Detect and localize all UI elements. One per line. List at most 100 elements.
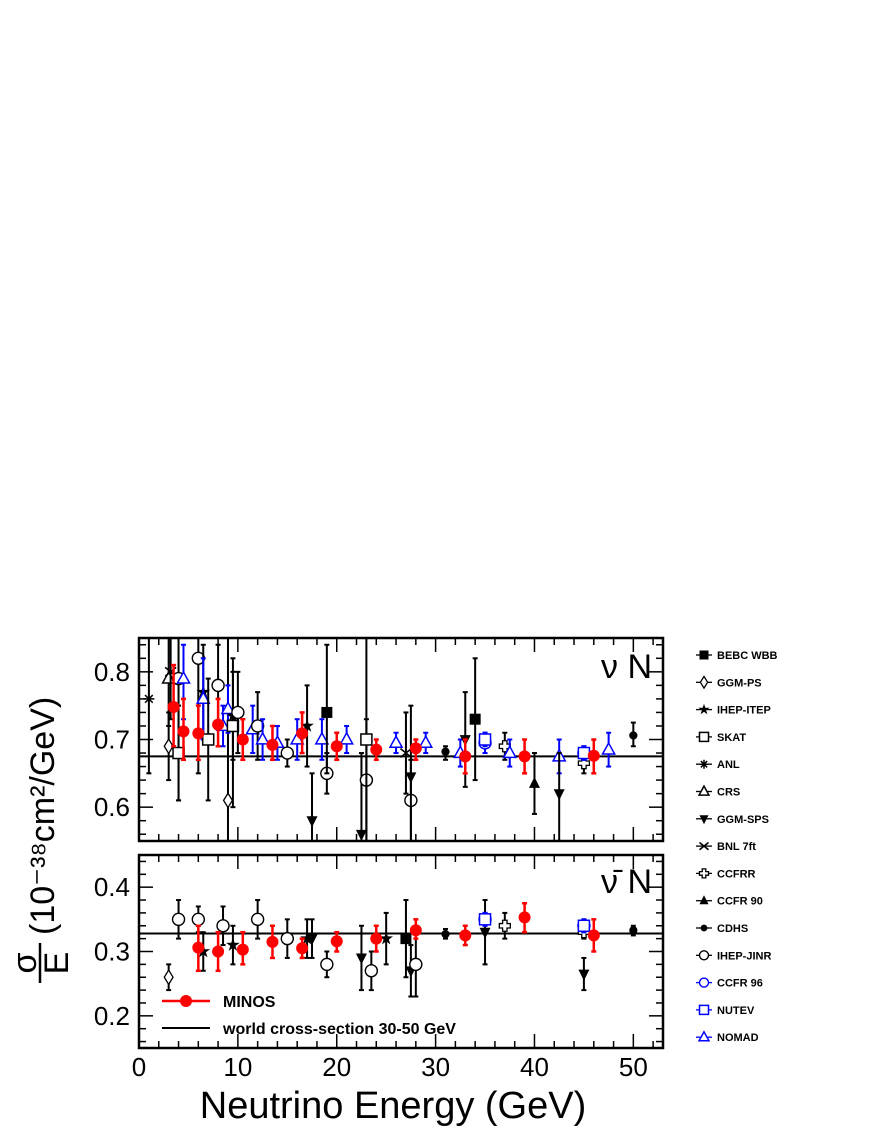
marker: [518, 750, 531, 763]
point-nomad: [502, 738, 518, 768]
marker: [211, 678, 225, 693]
legend-label: CCFRR: [717, 868, 756, 880]
point-minos: [266, 724, 279, 762]
point-nomad: [418, 731, 434, 755]
point-nomad: [314, 718, 330, 761]
point-minos: [266, 924, 279, 960]
point-bnl-7ft: [399, 711, 412, 795]
legend-label: NOMAD: [717, 1032, 759, 1044]
marker: [296, 727, 309, 740]
legend-marker: [700, 924, 708, 932]
point-bebc-wbb: [469, 657, 481, 782]
marker: [330, 935, 343, 948]
marker: [441, 930, 450, 939]
point-nomad: [255, 718, 270, 761]
marker: [163, 968, 174, 986]
marker: [321, 706, 333, 718]
marker: [418, 734, 434, 749]
marker: [195, 690, 211, 705]
legend-label: CCFR 90: [717, 896, 763, 908]
legend-marker: [698, 868, 710, 879]
marker: [266, 738, 279, 751]
marker: [409, 742, 422, 755]
point-ihep-jinr: [364, 950, 379, 992]
marker: [192, 941, 205, 954]
marker: [300, 718, 314, 732]
nubar-panel: 0.2 0.3 0.4 ν̄ N MINOS world cross-section…: [94, 853, 665, 1050]
point-minos: [212, 697, 225, 748]
marker: [528, 776, 540, 788]
point-cdhs: [629, 924, 638, 937]
marker: [388, 734, 404, 749]
point-minos: [409, 918, 422, 940]
marker: [212, 718, 225, 731]
point-skat: [172, 704, 185, 802]
marker: [370, 743, 383, 756]
point-anl: [143, 638, 155, 775]
point-ihep-jinr: [250, 899, 265, 940]
point-cdhs: [441, 927, 450, 940]
legend-entry-ihep-jinr: IHEP-JINR: [696, 950, 771, 962]
marker: [161, 670, 176, 684]
marker: [577, 757, 591, 770]
marker: [360, 733, 373, 746]
legend-label: NUTEV: [717, 1005, 755, 1017]
marker: [553, 789, 565, 801]
point-nutev: [478, 731, 492, 748]
point-ggm-sps: [578, 956, 590, 992]
x-tick-label: 0: [132, 1052, 146, 1082]
point-minos: [587, 918, 600, 953]
marker: [171, 912, 186, 927]
point-bebc-wbb: [400, 899, 412, 979]
nubar-panel-ticks: 0.2 0.3 0.4: [94, 855, 663, 1048]
point-nomad: [388, 731, 404, 755]
legend-entry-nomad: NOMAD: [696, 1030, 759, 1044]
marker: [236, 943, 249, 956]
marker: [502, 744, 518, 759]
marker: [577, 746, 591, 760]
legend-entry-crs: CRS: [696, 784, 740, 799]
nu-panel-ticks: 0.6 0.7 0.8: [94, 638, 663, 841]
point-ihep-itep: [300, 684, 314, 768]
legend-label: IHEP-ITEP: [717, 705, 771, 717]
legend-entry-ggm-ps: GGM-PS: [696, 675, 762, 690]
marker: [306, 934, 318, 946]
marker: [226, 719, 240, 733]
x-tick-label: 50: [619, 1052, 648, 1082]
marker: [222, 792, 234, 809]
legend-entry-bebc-wbb: BEBC WBB: [696, 650, 778, 662]
point-ggm-sps: [306, 918, 318, 959]
legend-label: CCFR 96: [717, 978, 763, 990]
marker: [478, 733, 492, 746]
marker: [629, 926, 638, 935]
nu-ytick-label: 0.7: [94, 725, 130, 755]
point-ggm-sps: [479, 899, 491, 966]
marker: [459, 750, 472, 763]
nu-panel-label: ν N: [601, 648, 652, 686]
marker: [478, 913, 492, 926]
legend-marker: [699, 650, 709, 660]
nubar-ytick-label: 0.2: [94, 1001, 130, 1031]
marker: [469, 713, 481, 725]
nubar-panel-label: ν̄ N: [601, 863, 652, 901]
point-minos: [518, 738, 531, 775]
point-nutev: [577, 918, 591, 934]
point-ihep-jinr: [320, 950, 334, 979]
marker: [498, 919, 511, 932]
point-ihep-jinr: [280, 918, 295, 959]
legend-marker: [699, 841, 709, 851]
point-ggm-ps: [222, 638, 234, 841]
point-cdhs: [441, 745, 450, 761]
marker: [601, 741, 616, 755]
marker: [578, 969, 590, 981]
marker: [220, 700, 236, 715]
legend-label: GGM-PS: [717, 677, 762, 689]
inset-legend: MINOS world cross-section 30-50 GeV: [162, 994, 456, 1038]
marker: [409, 957, 423, 972]
inset-legend-minos-label: MINOS: [223, 994, 276, 1011]
point-ihep-itep: [226, 924, 240, 966]
point-minos: [167, 663, 180, 748]
marker: [296, 942, 309, 955]
legend-marker: [699, 815, 709, 825]
